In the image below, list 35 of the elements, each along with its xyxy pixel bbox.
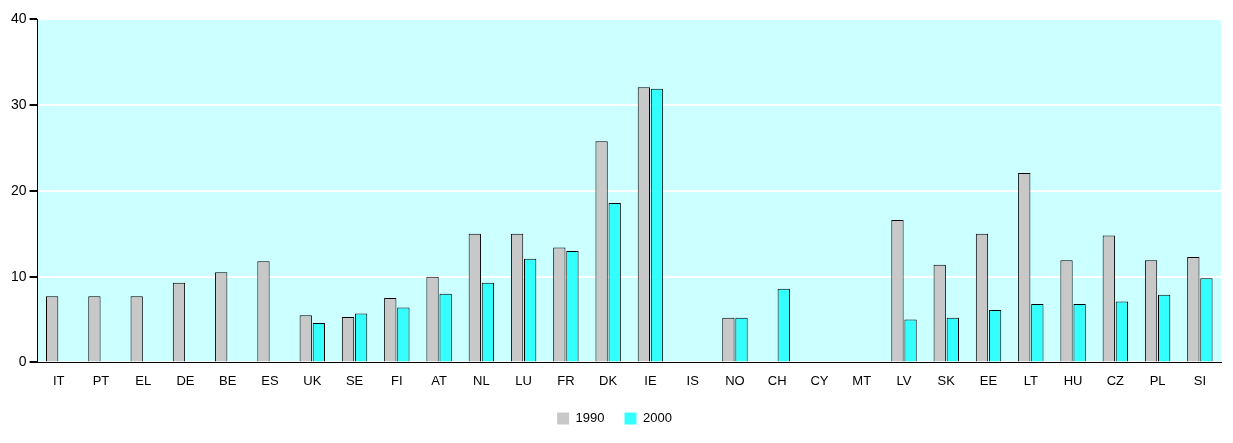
x-tick-label: IS [686,372,700,388]
x-tick-label: DK [599,372,618,388]
x-tick-label: CH [767,372,787,388]
x-tick-label: BE [219,372,237,388]
x-tick-label: LU [515,372,532,388]
x-tick-label: CZ [1106,372,1125,388]
x-tick-label: AT [431,372,447,388]
x-tick-label: LT [1023,372,1038,388]
x-tick-label: IE [644,372,657,388]
x-tick-label: PL [1149,372,1166,388]
x-tick-label: CY [810,372,829,388]
y-tick-label: 30 [10,96,27,113]
x-tick-label: NL [473,372,490,388]
x-tick-label: IT [52,372,65,388]
x-tick-label: SI [1193,372,1207,388]
x-tick-label: SK [937,372,956,388]
legend-label: 1990 [575,410,605,426]
legend-label: 2000 [643,410,672,426]
x-tick-label: UK [303,372,322,388]
x-tick-label: DE [176,372,195,388]
x-tick-label: FI [391,372,403,388]
x-tick-label: HU [1063,372,1083,388]
x-tick-label: NO [725,372,745,388]
x-tick-label: LV [896,372,912,388]
x-tick-label: FR [557,372,575,388]
x-tick-label: MT [852,372,872,388]
x-tick-label: EL [135,372,152,388]
y-tick-label: 0 [18,353,27,370]
x-tick-label: ES [261,372,280,388]
y-tick-label: 40 [10,10,27,27]
y-tick-label: 20 [10,181,27,198]
x-tick-label: EE [979,372,998,388]
y-tick-label: 10 [10,267,27,284]
x-tick-label: PT [92,372,110,388]
x-tick-label: SE [345,372,364,388]
